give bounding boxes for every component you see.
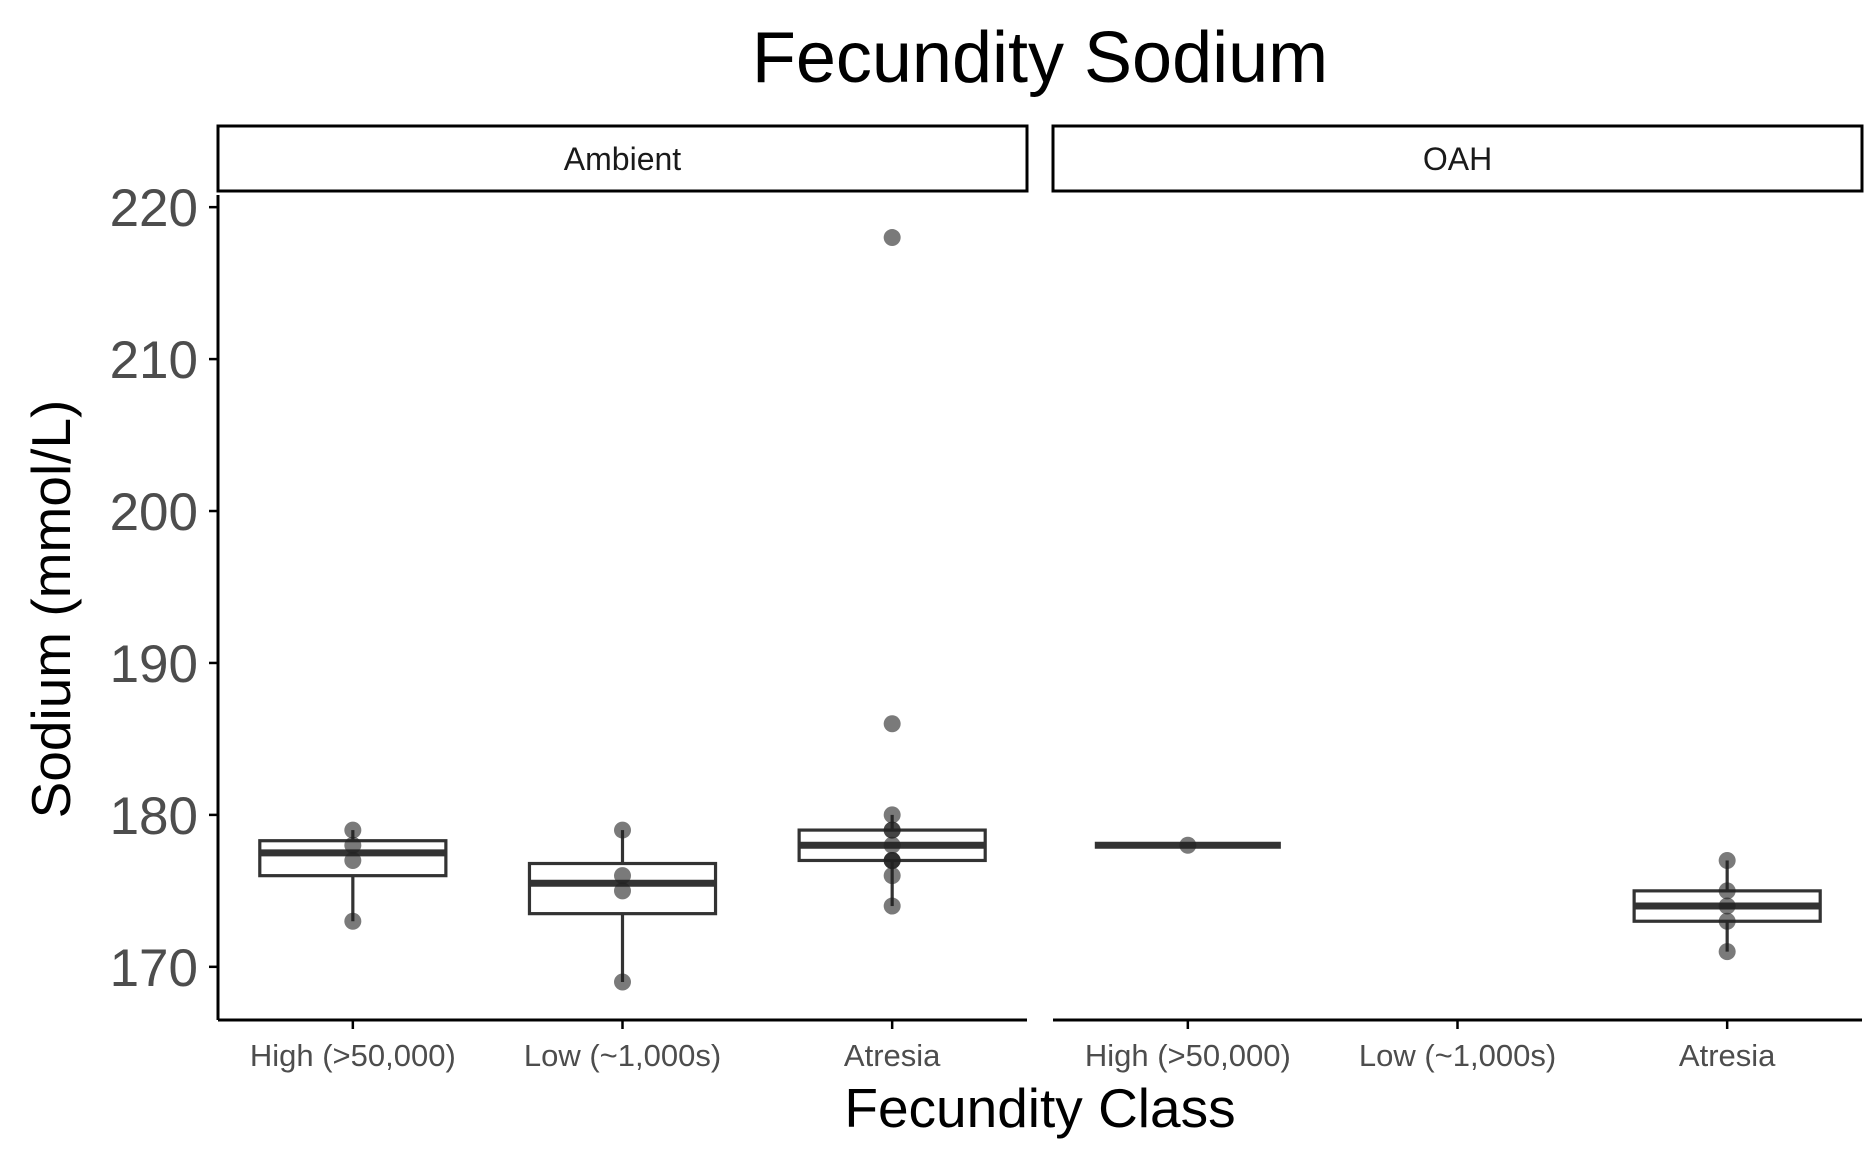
x-tick-label: Atresia xyxy=(844,1038,941,1073)
x-axis-label: Fecundity Class xyxy=(844,1077,1235,1139)
y-tick-label: 210 xyxy=(110,331,198,390)
data-point xyxy=(344,821,362,839)
y-tick-label: 190 xyxy=(110,635,198,694)
y-tick-label: 180 xyxy=(110,787,198,846)
data-point xyxy=(614,973,631,991)
data-point xyxy=(344,912,362,930)
data-point xyxy=(883,229,901,247)
x-tick-label: Atresia xyxy=(1679,1038,1776,1073)
y-tick-label: 220 xyxy=(110,179,198,238)
data-point xyxy=(1718,943,1736,961)
y-axis-label: Sodium (mmol/L) xyxy=(20,400,82,819)
data-point xyxy=(1718,897,1736,915)
data-point xyxy=(883,897,901,915)
facet-strip-label: Ambient xyxy=(564,141,682,177)
data-point xyxy=(1718,851,1736,869)
data-point xyxy=(614,882,631,900)
data-point xyxy=(614,867,631,885)
data-point xyxy=(1718,912,1736,930)
box-low xyxy=(527,830,718,983)
x-tick-label: High (>50,000) xyxy=(250,1038,456,1073)
y-tick-label: 200 xyxy=(110,483,198,542)
facet-panels: Ambient High (>50,000) Low (~1,000s) Atresi… xyxy=(216,124,1864,1073)
x-tick-label: Low (~1,000s) xyxy=(1359,1038,1556,1073)
facet-panel-ambient: Ambient High (>50,000) Low (~1,000s) Atresi… xyxy=(216,124,1029,1073)
facet-panel-oah: OAH High (>50,000) Low (~1,000s) Atresia xyxy=(1051,124,1864,1073)
chart-title: Fecundity Sodium xyxy=(752,18,1328,98)
data-point xyxy=(883,851,901,869)
data-point xyxy=(344,851,362,869)
data-point xyxy=(614,821,631,839)
data-point xyxy=(1179,836,1197,854)
data-point xyxy=(883,836,901,854)
data-point xyxy=(883,821,901,839)
data-point xyxy=(883,715,901,733)
x-tick-label: High (>50,000) xyxy=(1085,1038,1291,1073)
y-axis: 170 180 190 200 210 220 xyxy=(110,179,220,1020)
data-point xyxy=(1718,882,1736,900)
data-point xyxy=(883,806,901,824)
data-point xyxy=(883,867,901,885)
y-tick-label: 170 xyxy=(110,939,198,998)
facet-strip xyxy=(1051,124,1864,193)
data-point xyxy=(344,836,362,854)
x-tick-label: Low (~1,000s) xyxy=(524,1038,721,1073)
facet-strip xyxy=(216,124,1029,193)
facet-strip-label: OAH xyxy=(1423,141,1492,177)
